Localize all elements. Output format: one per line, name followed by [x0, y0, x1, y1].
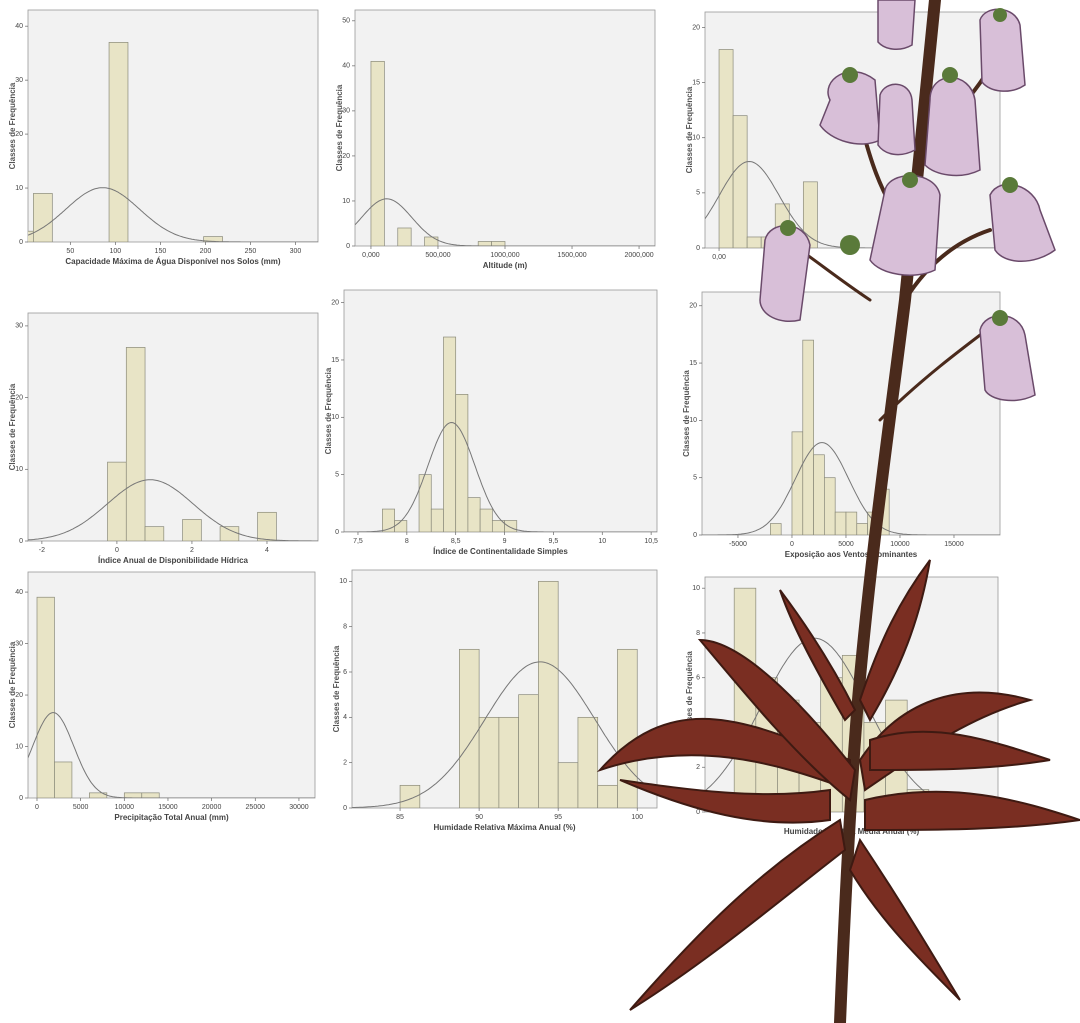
- plant-photo: [0, 0, 1080, 1023]
- page: 01020304050100150200250300Capacidade Máx…: [0, 0, 1080, 1023]
